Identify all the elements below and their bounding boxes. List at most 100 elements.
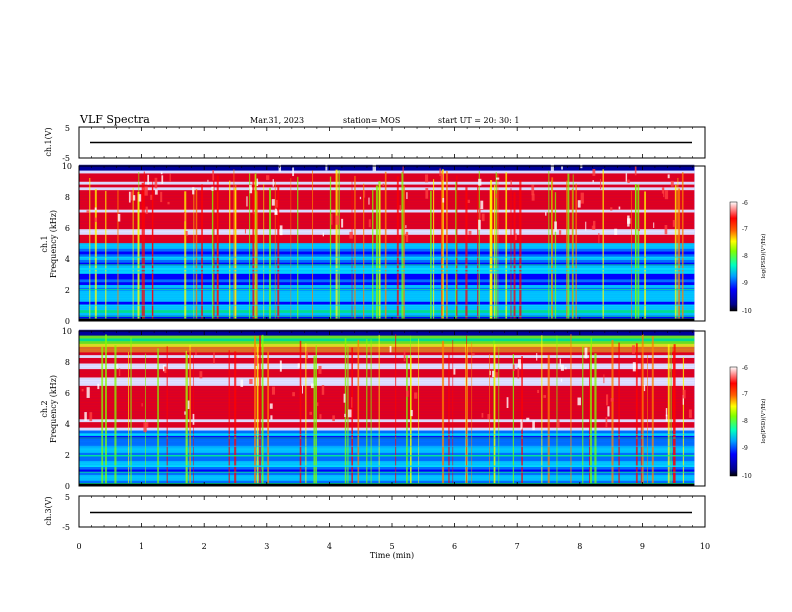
ch2s-img-sferic [590,337,592,486]
ch2s-img-sferic [186,354,188,486]
ch2s-img-sferic [452,339,454,486]
ch2s-img-band [79,377,695,381]
ch2s-img-band [79,385,695,389]
ch1s-img-sferic [674,185,677,321]
ch1s-img-patch [150,194,153,200]
ch3-voltage-frame [78,495,706,528]
ch1s-img-band [79,251,695,255]
ch2s-img-band [79,474,695,478]
ch1-freq-tick-8: 8 [65,193,70,202]
ch2s-img-patch [481,412,484,418]
ch2s-img-band [79,343,695,347]
ch2s-img-patch [665,414,668,422]
ch2s-img-patch [688,409,692,418]
ch2s-img-patch [86,387,90,398]
ch2s-img-sferic [145,353,146,486]
ch1s-img-patch [672,219,676,227]
ch2s-img-patch [213,352,215,364]
ch2s-img-band [79,391,695,395]
ch2s-img-band [79,399,695,403]
ch1s-img-band [79,178,695,182]
ch1s-img-patch [382,183,385,187]
ch2s-img-patch [351,397,353,408]
ch1s-img-band [79,187,695,191]
ch2s-img-patch [343,393,346,403]
ch2s-img-patch [240,379,244,387]
ch1s-img-sferic [575,183,577,321]
ch1s-img-patch [634,166,637,176]
ch1s-img-patch [480,200,484,210]
ch1s-img-patch [627,179,630,184]
ch1s-img-patch [598,233,600,244]
ch2s-img-band [79,374,695,378]
ch2s-img-band [79,346,695,350]
ch2s-img-patch [184,411,186,415]
ch1s-img-sferic [117,190,119,321]
ch1s-img-patch [368,197,370,205]
ch1s-img-band [79,273,695,277]
ch2s-img-sferic [261,334,264,486]
ch2s-img-sferic [305,343,307,486]
ch2s-img-band [79,441,695,445]
ch2s-img-sferic [254,335,256,486]
ch2s-img-sferic [651,336,654,486]
ch1s-img-sferic [375,185,378,321]
ch1s-img-sferic [372,189,374,321]
ch2s-img-band [79,421,695,425]
ch1s-img-band [79,217,695,221]
ch1s-img-patch [440,174,444,181]
ch2s-img-band [79,340,695,345]
ch2s-img-patch [344,413,346,418]
ch2s-img-sferic [234,351,237,486]
ch2s-img-patch [665,408,668,417]
ch2-spectrogram-panel: 0 2 4 6 8 10 ch.2 Frequency (kHz) [40,327,706,491]
start-time-label: start UT = 20: 30: 1 [438,116,519,125]
ch1s-img-patch [279,225,283,236]
ch2s-img-sferic [466,335,468,486]
ch1s-img-patch [246,196,248,207]
ch1s-img-band [79,206,695,210]
ch1s-img-patch [211,186,214,191]
ch1-voltage-ylabel: ch.1(V) [44,127,53,156]
ch1s-img-sferic [255,172,257,321]
ch2s-img-band [79,349,695,353]
ch2-colorbar-label: log(PSD)(V²/Hz) [760,399,767,444]
ch2s-img-band [79,335,695,339]
ch1s-img-patch [614,228,618,235]
ch1s-img-patch [154,177,158,189]
ch1s-img-band [79,295,695,299]
ch2s-img-patch [564,367,567,370]
ch1s-img-patch [580,192,584,204]
ch1s-img-band [79,192,695,196]
ch2s-img-band [79,371,695,375]
ch1s-img-patch [249,185,252,189]
ch2-spectrogram-image [79,329,705,487]
ch2-cb-tick-8: -8 [742,418,748,425]
ch2s-img-band [79,455,695,459]
ch1s-img-band [79,312,695,316]
ch2s-img-sferic [618,342,620,486]
ch2s-img-sferic [418,338,420,486]
ch1s-img-patch [478,207,481,219]
ch1s-img-patch [610,207,613,211]
ch1s-img-patch [664,225,668,235]
ch1-freq-tick-4: 4 [65,255,70,264]
ch1v-tick-top: 5 [65,124,70,133]
ch2s-img-patch [195,349,197,356]
ch1-freq-tick-6: 6 [65,224,70,233]
ch1-freq-tick-2: 2 [65,286,70,295]
ch2s-img-patch [526,417,530,421]
time-axis-tick-labels: 0 1 2 3 4 5 6 7 8 9 10 [76,542,710,551]
ch1s-img-sferic [430,190,432,321]
ch2s-img-band [79,413,695,417]
ch1-freq-ticks: 0 2 4 6 8 10 [62,162,72,326]
ch1s-img-patch [325,163,328,171]
ch2s-img-band [79,379,695,384]
time-tick-6: 6 [452,542,457,551]
ch1s-img-patch [244,228,247,234]
ch1s-img-sferic [401,171,404,321]
ch1s-img-sferic [234,188,237,321]
ch2s-img-patch [453,368,456,375]
ch2s-img-patch [669,368,671,373]
